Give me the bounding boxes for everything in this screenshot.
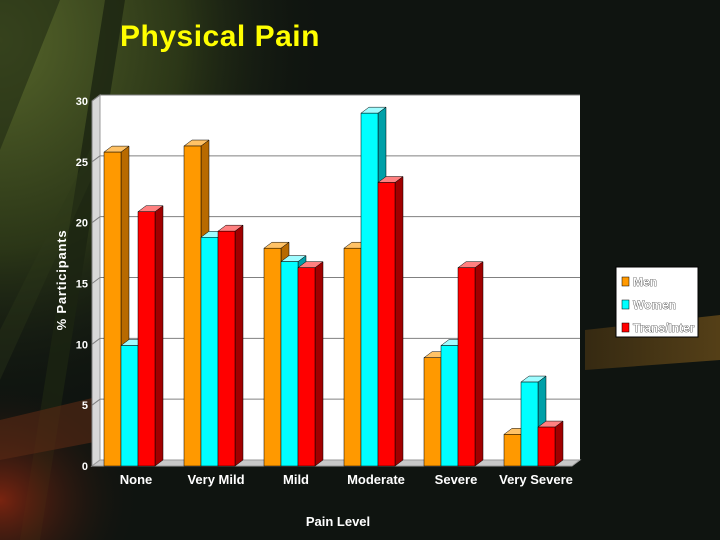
legend-box — [615, 266, 699, 338]
legend-label-women: Women — [633, 298, 676, 312]
bar-face — [217, 230, 236, 467]
bar-face — [457, 267, 476, 467]
bar-face — [280, 261, 299, 467]
legend-swatch-men — [621, 276, 630, 287]
legend-swatch-trans — [621, 322, 630, 333]
slide-title: Physical Pain — [120, 20, 320, 53]
bar-face — [503, 434, 522, 467]
y-tick-label: 30 — [76, 96, 88, 108]
bar-side — [154, 205, 164, 467]
bar-face — [537, 426, 556, 467]
y-axis-title: % Participants — [54, 230, 69, 331]
bar-face — [423, 357, 442, 467]
gridline-depth — [91, 277, 101, 284]
bar-face — [137, 211, 156, 467]
bar-side — [554, 420, 564, 467]
y-tick-label: 20 — [76, 218, 88, 230]
gridline-depth — [91, 337, 101, 345]
bar-face — [377, 182, 396, 467]
bar-side — [394, 176, 404, 467]
bar-face — [440, 345, 459, 467]
y-tick-label: 10 — [76, 339, 88, 351]
gridline-depth — [91, 94, 101, 102]
x-tick-label: None — [120, 472, 153, 487]
gridline-depth — [91, 398, 101, 406]
legend: Men Women Trans/Inter — [615, 266, 699, 338]
bar-face — [343, 247, 362, 467]
gridline-depth — [91, 155, 101, 163]
gridline-depth — [91, 216, 101, 224]
bar-face — [520, 381, 539, 467]
legend-swatch-women — [621, 299, 630, 310]
bar-trans-1 — [217, 224, 244, 467]
y-tick-label: 0 — [82, 461, 88, 473]
x-tick-label: Very Severe — [499, 472, 573, 487]
bar-side — [474, 261, 484, 467]
bar-face — [103, 151, 122, 467]
bar-trans-3 — [377, 176, 404, 467]
x-tick-label: Mild — [283, 472, 309, 487]
bar-trans-0 — [137, 205, 164, 467]
bar-face — [360, 112, 379, 467]
bar-trans-5 — [537, 420, 564, 467]
bar-side — [314, 261, 324, 467]
x-tick-label: Very Mild — [187, 472, 244, 487]
bar-side — [234, 224, 244, 467]
y-tick-label: 25 — [76, 157, 88, 169]
x-tick-label: Severe — [435, 472, 478, 487]
bar-trans-4 — [457, 261, 484, 467]
y-tick-label: 5 — [82, 400, 88, 412]
bar-trans-2 — [297, 261, 324, 467]
legend-label-trans: Trans/Inter — [633, 321, 695, 335]
x-tick-label: Moderate — [347, 472, 405, 487]
x-axis-title: Pain Level — [306, 514, 370, 529]
bar-face — [183, 145, 202, 467]
legend-label-men: Men — [633, 275, 657, 289]
bar-face — [200, 237, 219, 467]
bar-face — [263, 247, 282, 467]
bar-face — [120, 345, 139, 467]
bar-face — [297, 267, 316, 467]
y-tick-label: 15 — [76, 279, 88, 291]
